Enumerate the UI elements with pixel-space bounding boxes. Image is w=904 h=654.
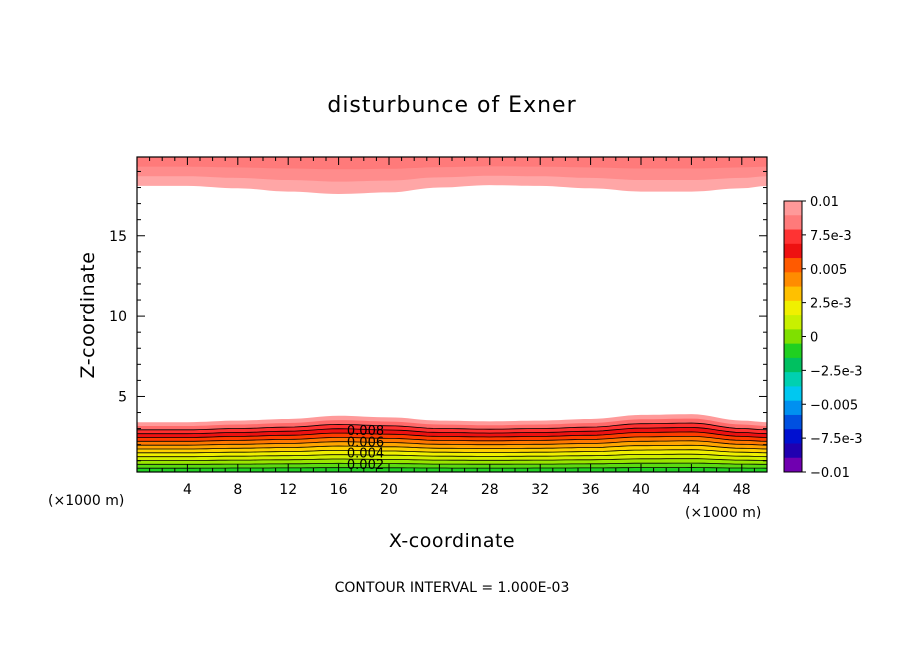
colorbar-label: −0.01 <box>810 466 850 481</box>
y-tick-label: 10 <box>109 309 127 325</box>
contour-line <box>137 431 768 438</box>
colorbar-swatch <box>784 443 802 459</box>
colorbar-swatch <box>784 300 802 316</box>
colorbar-swatch <box>784 372 802 387</box>
colorbar-label: −7.5e-3 <box>810 432 863 447</box>
x-tick-label: 44 <box>682 482 700 498</box>
contour-line <box>137 462 767 465</box>
contour-lines <box>137 422 768 469</box>
colorbar-swatch <box>784 201 802 216</box>
colorbar-label: 2.5e-3 <box>810 297 852 312</box>
x-tick-label: 32 <box>531 482 549 498</box>
axis-ticks <box>137 157 767 472</box>
colorbar: 0.01 7.5e-3 0.005 2.5e-3 0 −2.5e-3 −0.005 −7.5e… <box>783 195 863 481</box>
colorbar-swatch <box>784 386 802 402</box>
x-axis-label: X-coordinate <box>389 530 515 552</box>
contour-label: 0.008 <box>347 424 384 439</box>
x-tick-label: 48 <box>733 482 751 498</box>
contour-line <box>137 453 768 458</box>
upper-contour-band <box>137 157 767 170</box>
contour-line <box>137 458 768 461</box>
colorbar-swatch <box>784 258 802 273</box>
colorbar-swatch <box>784 215 802 231</box>
colorbar-swatch <box>784 414 802 430</box>
chart-title: disturbunce of Exner <box>327 93 576 118</box>
colorbar-label: 0.01 <box>810 195 839 210</box>
x-tick-label: 28 <box>481 482 499 498</box>
y-tick-label: 5 <box>118 389 127 405</box>
x-tick-label: 12 <box>279 482 297 498</box>
contour-line <box>137 449 768 454</box>
x-unit-right: (×1000 m) <box>685 505 761 521</box>
x-tick-label: 16 <box>330 482 348 498</box>
contour-label: 0.006 <box>347 435 384 450</box>
colorbar-swatch <box>784 272 802 288</box>
colorbar-swatch <box>784 457 802 473</box>
contour-fills <box>137 157 767 472</box>
contour-line <box>137 444 768 450</box>
colorbar-swatch <box>784 357 802 373</box>
x-tick-labels: 4 8 12 16 20 24 28 32 36 40 44 48 <box>183 482 751 498</box>
colorbar-swatch <box>784 400 802 416</box>
colorbar-label: −0.005 <box>810 398 858 413</box>
x-tick-label: 40 <box>632 482 650 498</box>
x-unit-left: (×1000 m) <box>48 493 124 509</box>
contour-line <box>137 436 768 442</box>
colorbar-swatch <box>784 329 802 345</box>
colorbar-swatch <box>784 343 802 359</box>
x-tick-label: 8 <box>233 482 242 498</box>
colorbar-label: −2.5e-3 <box>810 364 863 379</box>
y-tick-label: 15 <box>109 229 127 245</box>
y-tick-labels: 5 10 15 <box>109 229 127 406</box>
y-axis-label: Z-coordinate <box>77 252 99 379</box>
contour-label: 0.004 <box>347 447 384 462</box>
x-tick-label: 4 <box>183 482 192 498</box>
contour-line <box>137 427 768 435</box>
x-tick-label: 24 <box>430 482 448 498</box>
colorbar-swatch <box>784 286 802 302</box>
colorbar-swatch <box>784 243 802 259</box>
contour-line <box>137 422 768 431</box>
x-tick-label: 20 <box>380 482 398 498</box>
colorbar-label: 0.005 <box>810 263 847 278</box>
colorbar-label: 7.5e-3 <box>810 229 852 244</box>
colorbar-swatch <box>784 229 802 245</box>
x-tick-label: 36 <box>582 482 600 498</box>
contour-interval-note: CONTOUR INTERVAL = 1.000E-03 <box>335 580 570 596</box>
contour-line <box>137 440 768 446</box>
colorbar-swatch <box>784 429 802 444</box>
contour-label: 0.002 <box>347 458 384 473</box>
colorbar-swatch <box>784 315 802 330</box>
colorbar-label: 0 <box>810 331 818 346</box>
